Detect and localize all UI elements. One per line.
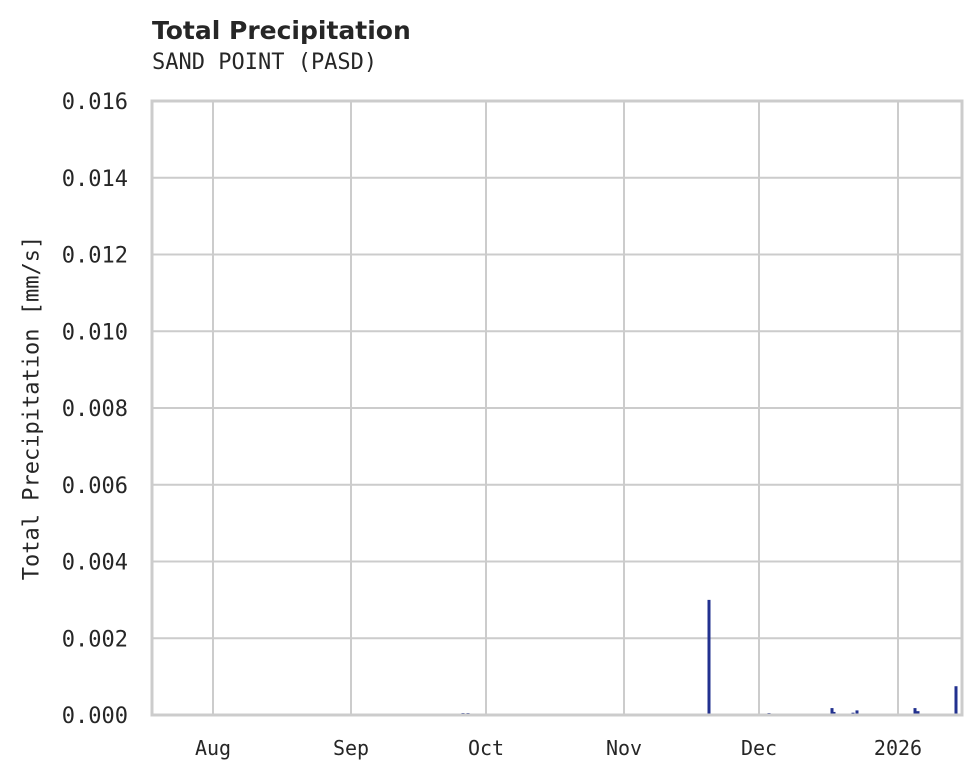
precip-bar xyxy=(707,599,711,715)
chart-subtitle: SAND POINT (PASD) xyxy=(152,50,378,75)
y-tick-label: 0.012 xyxy=(62,244,128,269)
y-tick-label: 0.004 xyxy=(62,551,128,576)
precip-bar xyxy=(832,711,836,715)
precip-bar xyxy=(913,708,917,715)
y-tick-label: 0.016 xyxy=(62,90,128,115)
precip-bar xyxy=(954,686,958,715)
y-tick-label: 0.000 xyxy=(62,704,128,729)
x-tick-label: 2026 xyxy=(874,736,922,760)
y-tick-label: 0.002 xyxy=(62,627,128,652)
x-tick-label: Dec xyxy=(741,736,777,760)
y-tick-label: 0.010 xyxy=(62,320,128,345)
x-tick-label: Nov xyxy=(606,736,642,760)
plot-frame xyxy=(150,99,964,717)
chart-title: Total Precipitation xyxy=(152,16,411,45)
y-tick-label: 0.008 xyxy=(62,397,128,422)
y-axis-ticks: 0.000 0.002 0.004 0.006 0.008 0.010 0.012 0.014… xyxy=(62,90,128,729)
data-series xyxy=(461,599,958,715)
x-axis-ticks: Aug Sep Oct Nov Dec 2026 xyxy=(195,736,922,760)
x-tick-label: Sep xyxy=(333,736,369,760)
y-tick-label: 0.014 xyxy=(62,167,128,192)
precip-bar xyxy=(916,711,920,715)
y-tick-label: 0.006 xyxy=(62,474,128,499)
precip-bar xyxy=(830,708,834,715)
x-tick-label: Aug xyxy=(195,736,231,760)
x-tick-label: Oct xyxy=(468,736,504,760)
precip-bar xyxy=(855,710,859,715)
gridlines xyxy=(152,100,962,716)
